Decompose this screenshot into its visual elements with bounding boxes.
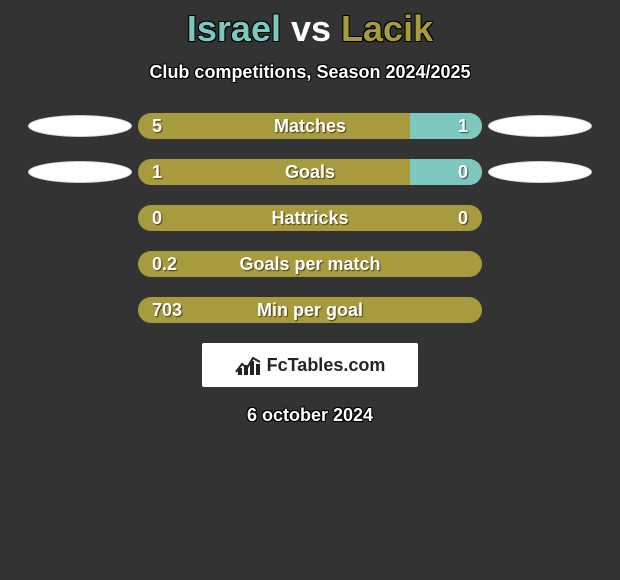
stat-label: Goals per match [138,251,482,277]
date-text: 6 october 2024 [0,405,620,426]
team-logo-placeholder [488,161,592,183]
brand-text: FcTables.com [267,355,386,376]
team-logo-placeholder [28,115,132,137]
left-badge-slot [22,161,138,183]
stat-bar: 0Hattricks0 [138,205,482,231]
right-badge-slot [482,115,598,137]
stat-right-value: 1 [458,113,468,139]
title-separator: vs [291,8,331,49]
brand-badge: FcTables.com [202,343,418,387]
stat-label: Min per goal [138,297,482,323]
page-title: Israel vs Lacik [0,8,620,50]
left-badge-slot [22,115,138,137]
comparison-card: Israel vs Lacik Club competitions, Seaso… [0,0,620,580]
brand-chart-icon [235,354,261,376]
player2-name: Lacik [341,8,433,49]
stat-row: 5Matches1 [0,113,620,139]
stat-bar: 703Min per goal [138,297,482,323]
stat-right-value: 0 [458,159,468,185]
team-logo-placeholder [488,115,592,137]
stat-row: 0.2Goals per match [0,251,620,277]
team-logo-placeholder [28,161,132,183]
stat-right-value: 0 [458,205,468,231]
stat-row: 1Goals0 [0,159,620,185]
stat-label: Hattricks [138,205,482,231]
player1-name: Israel [187,8,281,49]
stat-row: 0Hattricks0 [0,205,620,231]
subtitle: Club competitions, Season 2024/2025 [0,62,620,83]
stat-label: Matches [138,113,482,139]
stat-row: 703Min per goal [0,297,620,323]
stat-bar: 1Goals0 [138,159,482,185]
stat-bar: 0.2Goals per match [138,251,482,277]
stat-rows: 5Matches11Goals00Hattricks00.2Goals per … [0,113,620,323]
right-badge-slot [482,161,598,183]
stat-label: Goals [138,159,482,185]
stat-bar: 5Matches1 [138,113,482,139]
